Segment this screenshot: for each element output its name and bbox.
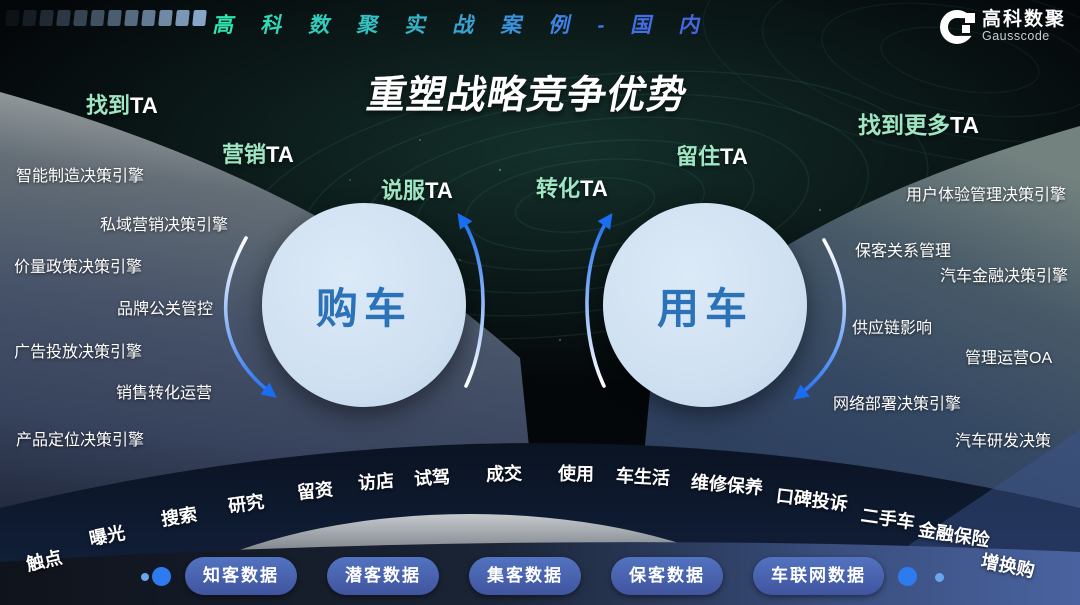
pill-known-customer-data: 知客数据 [185,557,297,595]
dot-large-left [152,567,171,586]
dot-small-left [141,573,149,581]
data-pill-row: 知客数据 潜客数据 集客数据 保客数据 车联网数据 [185,557,884,595]
pill-lead-data: 集客数据 [469,557,581,595]
dot-large-right [898,567,917,586]
journey-stage: 使用 [557,463,595,485]
engine-label: 保客关系管理 [855,243,952,260]
engine-label: 网络部署决策引擎 [833,396,962,413]
ta-label-retain: 留住TA [676,144,748,169]
ta-label-find-more: 找到更多TA [858,112,979,138]
pill-owner-data: 保客数据 [611,557,723,595]
journey-stage: 访店 [357,470,395,494]
journey-stage: 留资 [296,479,335,503]
circle-buy-car: 购车 [262,203,466,407]
logo-subtitle: Gausscode [981,29,1050,44]
header-strip-title: 高科数聚实战案例-国内 [211,9,731,39]
journey-stage: 试驾 [413,466,451,490]
brand-logo: 高科数聚 Gausscode [939,9,1066,44]
page-title: 重塑战略竞争优势 [363,74,692,117]
engine-label: 智能制造决策引擎 [16,168,145,185]
header-squares [5,10,207,26]
engine-label: 用户体验管理决策引擎 [906,187,1067,204]
ta-label-market: 营销TA [222,142,294,167]
dot-small-right [935,573,944,582]
ta-label-convert: 转化TA [536,176,608,201]
engine-label: 管理运营OA [965,350,1053,367]
gausscode-logo-icon [939,10,975,44]
circle-use-car: 用车 [603,203,807,407]
ta-label-find: 找到TA [86,93,158,118]
journey-stage: 成交 [485,463,523,485]
journey-stage: 搜索 [159,504,199,530]
pill-prospect-data: 潜客数据 [327,557,439,595]
engine-label: 品牌公关管控 [117,301,214,318]
engine-label: 销售转化运营 [116,385,213,402]
ta-label-persuade: 说服TA [381,178,453,203]
engine-label: 产品定位决策引擎 [16,432,145,449]
engine-label: 广告投放决策引擎 [14,344,143,361]
engine-label: 供应链影响 [852,320,933,337]
journey-stage: 研究 [226,491,266,517]
engine-label: 私域营销决策引擎 [100,217,229,234]
pill-telematics-data: 车联网数据 [753,557,884,595]
engine-label: 汽车研发决策 [955,433,1052,450]
engine-label: 汽车金融决策引擎 [940,268,1069,285]
engine-label: 价量政策决策引擎 [14,259,143,276]
logo-title: 高科数聚 [981,9,1066,31]
journey-stage: 车生活 [615,465,671,489]
